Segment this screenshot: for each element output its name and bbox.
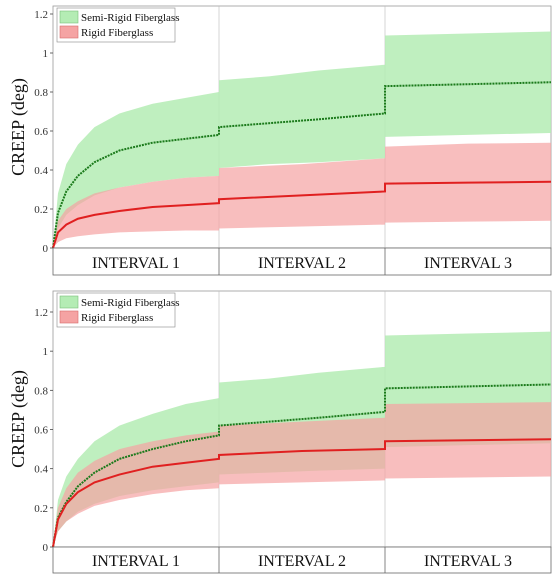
mean-line-semi-rigid (52, 81, 552, 249)
legend-entry-label: Semi-Rigid Fiberglass (81, 12, 180, 24)
legend-swatch (59, 310, 79, 324)
legend-entry-label: Semi-Rigid Fiberglass (81, 297, 180, 309)
y-axis-label: CREEP (deg) (8, 78, 29, 176)
y-tick-label: 1 (43, 48, 49, 60)
y-tick-label: 0.4 (34, 464, 48, 476)
interval-strip (52, 546, 552, 574)
y-tick-label: 0.8 (34, 385, 48, 397)
interval-label: INTERVAL 2 (258, 553, 346, 570)
interval-label: INTERVAL 2 (258, 255, 346, 272)
top-creep-chart: 0 0.2 0.4 0.6 0.8 1 1.2 CREEP (deg) INTERVAL 1 IN… (8, 5, 552, 276)
y-axis-label: CREEP (deg) (8, 370, 29, 468)
mean-line-semi-rigid (52, 383, 552, 548)
y-tick-label: 1 (43, 346, 49, 358)
y-tick-label: 0.8 (34, 87, 48, 99)
interval-label: INTERVAL 1 (92, 553, 180, 570)
y-tick-label: 0.2 (34, 503, 48, 515)
interval-label: INTERVAL 3 (424, 553, 512, 570)
bottom-creep-chart: 0 0.2 0.4 0.6 0.8 1 1.2 CREEP (deg) INTERVAL 1 IN… (8, 290, 552, 574)
y-tick-label: 0 (43, 542, 49, 554)
y-tick-label: 0.6 (34, 126, 48, 138)
legend-swatch (59, 10, 79, 24)
mean-line-rigid (52, 180, 552, 249)
legend-swatch (59, 295, 79, 309)
y-tick-label: 1.2 (34, 9, 48, 21)
legend-entry-label: Rigid Fiberglass (81, 27, 153, 39)
y-tick-label: 0 (43, 243, 49, 255)
band-rigid (53, 402, 551, 547)
legend-swatch (59, 25, 79, 39)
mean-line-rigid (52, 438, 552, 548)
interval-label: INTERVAL 1 (92, 255, 180, 272)
y-tick-label: 0.4 (34, 165, 48, 177)
y-tick-label: 0.2 (34, 204, 48, 216)
legend-entry-label: Rigid Fiberglass (81, 312, 153, 324)
y-tick-label: 1.2 (34, 307, 48, 319)
y-tick-label: 0.6 (34, 425, 48, 437)
interval-strip (52, 247, 552, 276)
interval-label: INTERVAL 3 (424, 255, 512, 272)
